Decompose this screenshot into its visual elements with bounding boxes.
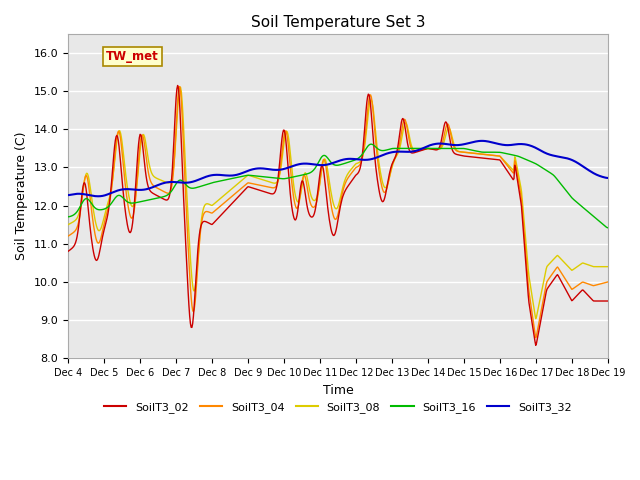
SoilT3_16 <box>420 145 428 151</box>
SoilT3_04 <box>129 212 137 218</box>
SoilT3_32 <box>420 145 428 151</box>
SoilT3_04 <box>74 222 82 228</box>
SoilT3_32 <box>214 172 221 178</box>
Line: SoilT3_04: SoilT3_04 <box>68 87 608 337</box>
SoilT3_08 <box>404 127 412 133</box>
SoilT3_02 <box>420 147 428 153</box>
Y-axis label: Soil Temperature (C): Soil Temperature (C) <box>15 132 28 260</box>
SoilT3_16 <box>213 179 221 185</box>
SoilT3_08 <box>129 203 137 209</box>
SoilT3_16 <box>74 208 82 214</box>
SoilT3_08 <box>74 214 82 219</box>
Line: SoilT3_16: SoilT3_16 <box>68 144 608 228</box>
SoilT3_04 <box>532 335 540 340</box>
SoilT3_16 <box>604 225 612 231</box>
SoilT3_08 <box>214 198 221 204</box>
SoilT3_32 <box>404 149 412 155</box>
SoilT3_08 <box>176 84 184 90</box>
SoilT3_32 <box>478 138 486 144</box>
SoilT3_16 <box>129 200 137 206</box>
SoilT3_04 <box>604 279 612 285</box>
Line: SoilT3_02: SoilT3_02 <box>68 85 608 345</box>
SoilT3_04 <box>404 132 412 137</box>
SoilT3_16 <box>64 214 72 220</box>
SoilT3_32 <box>131 187 138 192</box>
SoilT3_02 <box>532 342 540 348</box>
SoilT3_02 <box>604 298 612 304</box>
SoilT3_02 <box>214 216 221 222</box>
SoilT3_16 <box>404 145 412 151</box>
Line: SoilT3_32: SoilT3_32 <box>68 141 608 196</box>
SoilT3_16 <box>184 184 192 190</box>
SoilT3_04 <box>214 206 221 212</box>
SoilT3_32 <box>94 193 102 199</box>
SoilT3_08 <box>420 146 428 152</box>
SoilT3_02 <box>129 213 137 219</box>
SoilT3_02 <box>64 249 72 254</box>
SoilT3_08 <box>604 264 612 270</box>
SoilT3_02 <box>174 83 182 88</box>
SoilT3_04 <box>175 84 183 90</box>
SoilT3_32 <box>604 175 612 181</box>
SoilT3_04 <box>185 258 193 264</box>
SoilT3_08 <box>532 316 540 322</box>
SoilT3_02 <box>404 144 412 149</box>
Line: SoilT3_08: SoilT3_08 <box>68 87 608 319</box>
SoilT3_32 <box>64 192 72 198</box>
SoilT3_32 <box>185 180 193 185</box>
SoilT3_04 <box>420 146 428 152</box>
SoilT3_02 <box>185 302 193 308</box>
SoilT3_08 <box>185 230 193 236</box>
SoilT3_32 <box>74 191 82 197</box>
Title: Soil Temperature Set 3: Soil Temperature Set 3 <box>251 15 425 30</box>
Text: TW_met: TW_met <box>106 50 159 63</box>
SoilT3_16 <box>367 141 375 147</box>
X-axis label: Time: Time <box>323 384 353 396</box>
SoilT3_02 <box>74 229 82 235</box>
SoilT3_04 <box>64 233 72 239</box>
Legend: SoilT3_02, SoilT3_04, SoilT3_08, SoilT3_16, SoilT3_32: SoilT3_02, SoilT3_04, SoilT3_08, SoilT3_… <box>99 398 577 418</box>
SoilT3_08 <box>64 222 72 228</box>
